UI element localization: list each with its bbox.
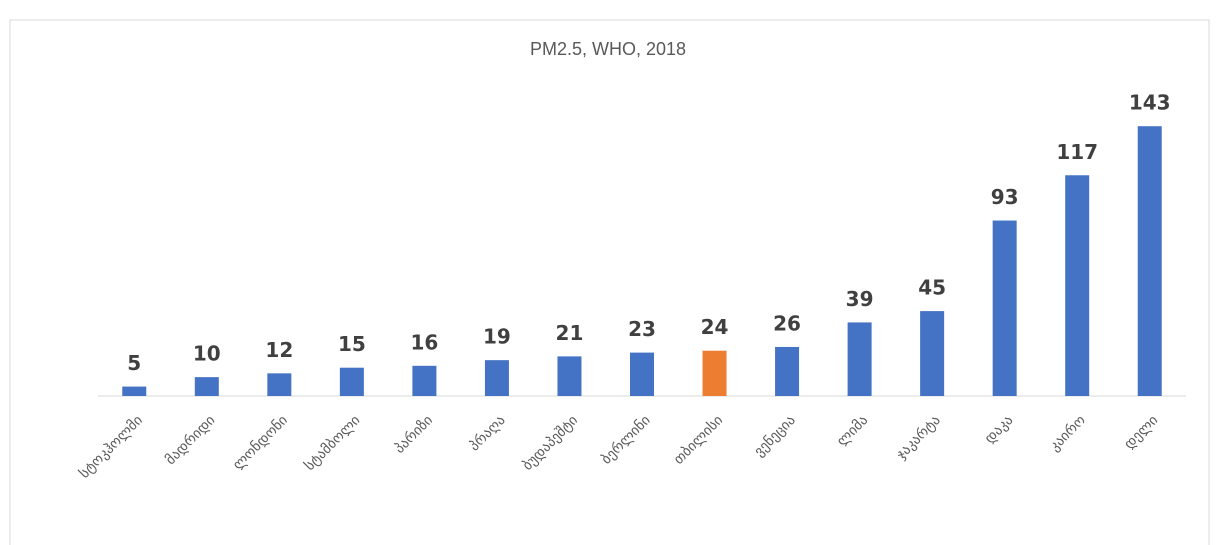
value-label: 19 [483, 325, 511, 349]
bar [920, 311, 945, 396]
bar [630, 352, 654, 396]
value-label: 24 [701, 315, 729, 339]
value-label: 16 [410, 330, 438, 354]
bar [484, 360, 509, 396]
value-label: 5 [127, 351, 141, 375]
bar [122, 386, 147, 396]
value-label: 39 [846, 287, 874, 311]
bar [847, 322, 872, 396]
value-label: 117 [1056, 140, 1098, 164]
bar [412, 365, 437, 396]
value-label: 10 [193, 342, 221, 366]
bar [194, 377, 219, 396]
bar [267, 373, 292, 396]
value-label: 23 [628, 317, 656, 341]
bar [1065, 175, 1090, 396]
value-label: 21 [556, 321, 584, 345]
value-label: 12 [265, 338, 293, 362]
bar [339, 367, 364, 396]
bar [557, 356, 582, 396]
value-label: 143 [1129, 91, 1171, 115]
bar [775, 346, 800, 396]
bar [702, 350, 727, 396]
value-label: 15 [338, 332, 366, 356]
bar [992, 220, 1017, 396]
value-label: 26 [773, 311, 801, 335]
chart-title: PM2.5, WHO, 2018 [530, 39, 686, 59]
value-label: 45 [918, 276, 946, 300]
bar [1137, 126, 1162, 396]
value-label: 93 [991, 185, 1019, 209]
